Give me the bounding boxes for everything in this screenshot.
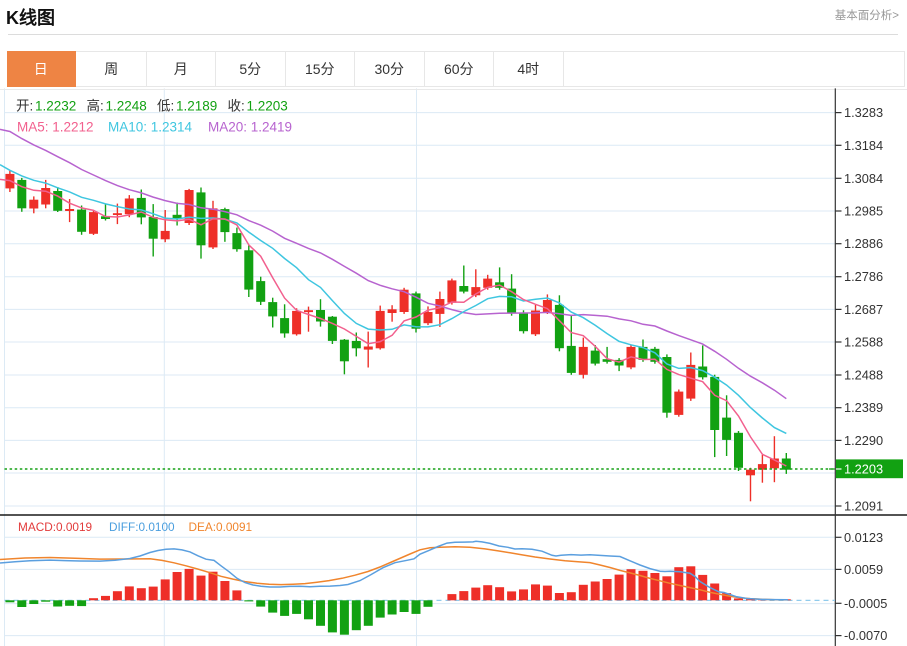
- svg-text:1.2203: 1.2203: [844, 462, 883, 477]
- svg-text:1.2886: 1.2886: [844, 236, 883, 251]
- svg-text:1.2189: 1.2189: [176, 99, 217, 114]
- svg-text:1.2091: 1.2091: [844, 499, 883, 514]
- svg-text:1.3283: 1.3283: [844, 105, 883, 120]
- svg-text:1.2290: 1.2290: [844, 433, 883, 448]
- svg-text:1.3184: 1.3184: [844, 138, 883, 153]
- svg-text:1.2203: 1.2203: [247, 99, 288, 114]
- svg-text:1.2786: 1.2786: [844, 269, 883, 284]
- svg-text:MA20: 1.2419: MA20: 1.2419: [208, 120, 292, 135]
- svg-text:收:: 收:: [228, 99, 245, 114]
- svg-text:1.2687: 1.2687: [844, 302, 883, 317]
- svg-text:-0.0005: -0.0005: [844, 596, 887, 611]
- svg-text:-0.0070: -0.0070: [844, 628, 887, 643]
- svg-text:开:: 开:: [16, 99, 33, 114]
- svg-text:0.0059: 0.0059: [844, 562, 883, 577]
- svg-text:MA5: 1.2212: MA5: 1.2212: [17, 120, 94, 135]
- svg-text:1.2985: 1.2985: [844, 204, 883, 219]
- svg-text:低:: 低:: [157, 99, 174, 114]
- svg-text:DEA:0.0091: DEA:0.0091: [189, 520, 253, 534]
- svg-text:DIFF:0.0100: DIFF:0.0100: [109, 520, 175, 534]
- svg-text:0.0123: 0.0123: [844, 530, 883, 545]
- svg-text:1.2588: 1.2588: [844, 335, 883, 350]
- svg-text:MACD:0.0019: MACD:0.0019: [18, 520, 92, 534]
- svg-text:1.2248: 1.2248: [106, 99, 147, 114]
- svg-text:1.2389: 1.2389: [844, 400, 883, 415]
- svg-text:1.2488: 1.2488: [844, 368, 883, 383]
- svg-text:1.3084: 1.3084: [844, 171, 883, 186]
- svg-text:MA10: 1.2314: MA10: 1.2314: [108, 120, 193, 135]
- svg-text:1.2232: 1.2232: [35, 99, 76, 114]
- svg-text:高:: 高:: [87, 98, 104, 114]
